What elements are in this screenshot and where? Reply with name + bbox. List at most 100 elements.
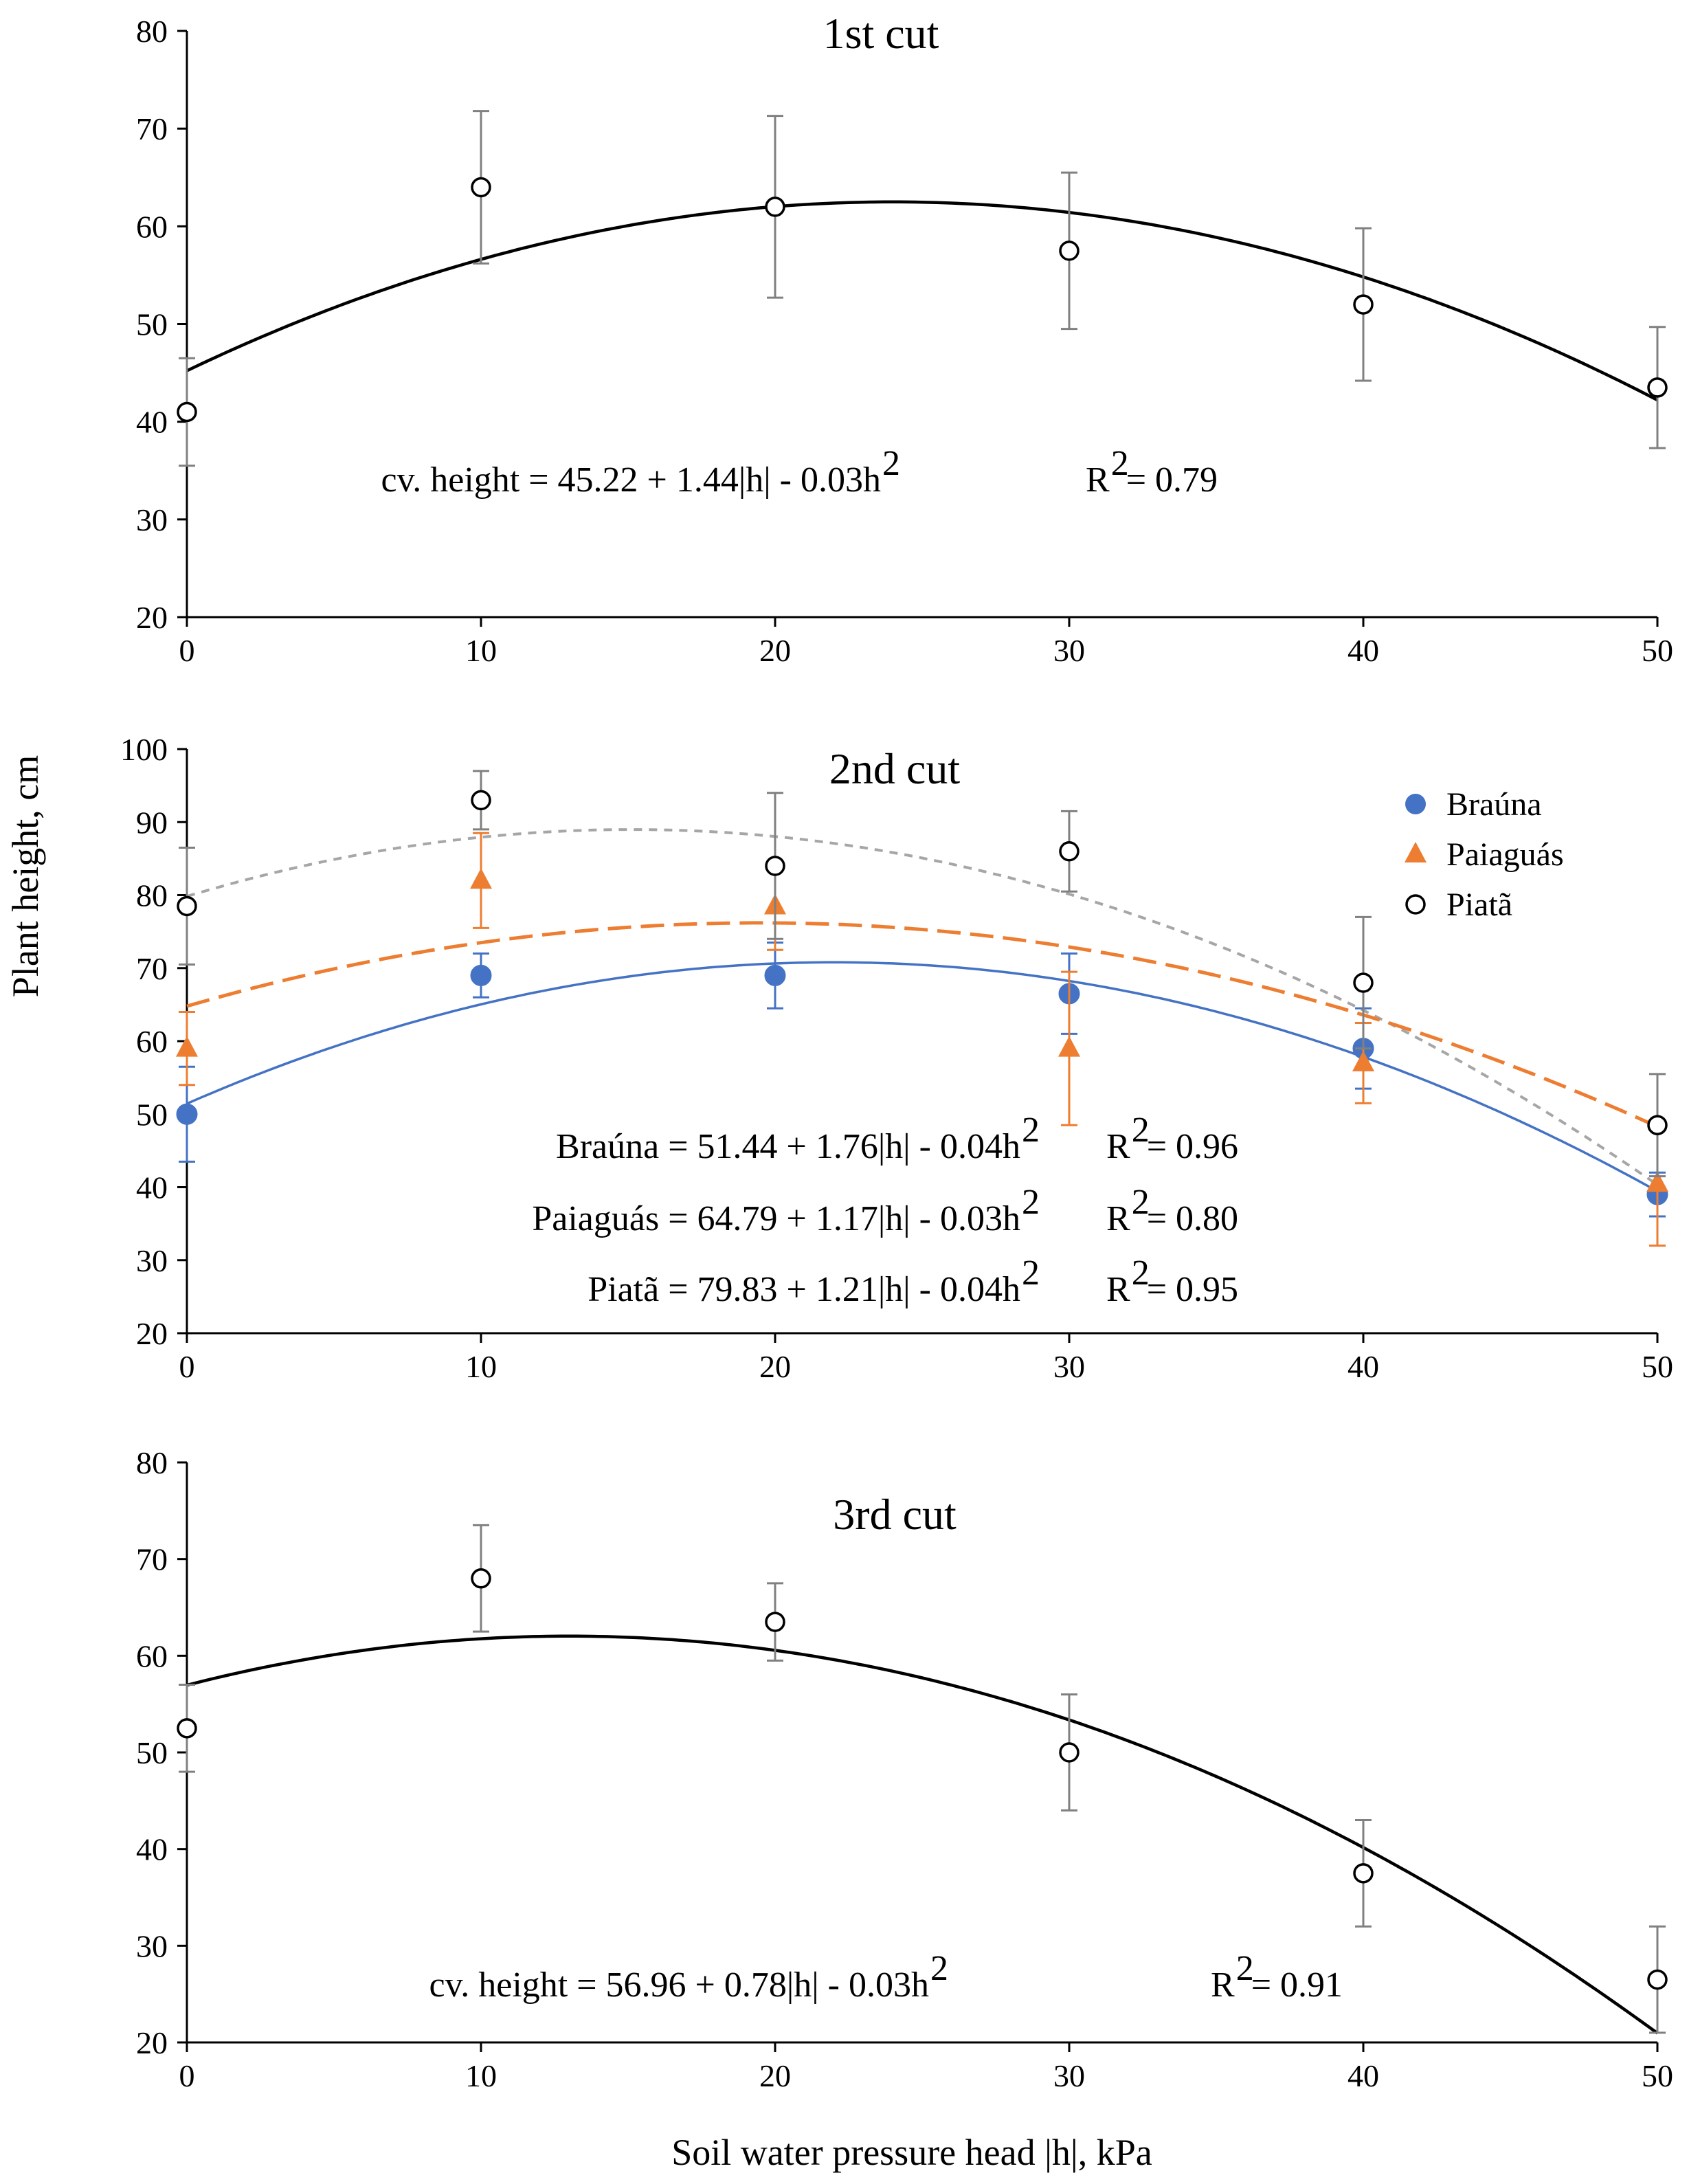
r-squared-value: = 0.91 bbox=[1251, 1965, 1343, 2005]
point-piat bbox=[1059, 841, 1080, 862]
point-piat bbox=[1353, 294, 1374, 315]
point-piat bbox=[1647, 1969, 1668, 1990]
legend-label: Braúna bbox=[1446, 786, 1542, 823]
r-squared-value: = 0.80 bbox=[1147, 1199, 1238, 1238]
x-axis-label: Soil water pressure head |h|, kPa bbox=[671, 2132, 1152, 2173]
point-paiagus bbox=[176, 1036, 198, 1057]
equation-exponent: 2 bbox=[1022, 1183, 1040, 1222]
legend-marker-piat bbox=[1405, 894, 1426, 915]
y-tick-label: 60 bbox=[136, 1024, 168, 1059]
r-squared-exponent: 2 bbox=[1236, 1949, 1254, 1988]
y-axis-label: Plant height, cm bbox=[5, 755, 46, 997]
y-tick-label: 30 bbox=[136, 502, 168, 537]
regression-equation: cv. height = 56.96 + 0.78|h| - 0.03h bbox=[429, 1965, 929, 2005]
x-tick-label: 0 bbox=[179, 1349, 195, 1384]
fit-curve-cv bbox=[186, 1634, 1659, 2035]
y-tick-label: 50 bbox=[136, 307, 168, 342]
panel-2: 20 30 40 50 60 70 80 90 100 0 10 20 30 40 50 2nd cut Bra… bbox=[120, 732, 1673, 1384]
point-piat bbox=[177, 1718, 197, 1739]
y-tick-label: 40 bbox=[136, 1170, 168, 1205]
y-tick-label: 50 bbox=[136, 1735, 168, 1770]
x-tick-label: 30 bbox=[1053, 2058, 1085, 2093]
y-tick-label: 60 bbox=[136, 1638, 168, 1673]
x-tick-label: 50 bbox=[1642, 2058, 1673, 2093]
y-tick-label: 70 bbox=[136, 111, 168, 146]
y-tick-label: 20 bbox=[136, 600, 168, 635]
r-squared: R bbox=[1211, 1965, 1235, 2005]
point-piat bbox=[177, 895, 197, 917]
y-tick-label: 80 bbox=[136, 14, 168, 49]
y-tick-label: 80 bbox=[136, 1445, 168, 1480]
y-tick-label: 40 bbox=[136, 1832, 168, 1867]
x-tick-label: 0 bbox=[179, 2058, 195, 2093]
x-tick-label: 40 bbox=[1347, 633, 1379, 668]
point-piat bbox=[1059, 241, 1080, 261]
fit-curve-piat bbox=[186, 828, 1659, 1186]
point-piat bbox=[471, 1568, 491, 1589]
point-piat bbox=[765, 197, 785, 217]
x-tick-label: 20 bbox=[759, 633, 791, 668]
r-squared: R bbox=[1106, 1270, 1130, 1309]
point-brana bbox=[470, 964, 492, 986]
y-tick-label: 50 bbox=[136, 1097, 168, 1132]
point-piat bbox=[765, 856, 785, 876]
legend: Braúna Paiaguás Piatã bbox=[1405, 786, 1564, 923]
legend-marker-brana bbox=[1405, 794, 1426, 814]
regression-equation: Paiaguás = 64.79 + 1.17|h| - 0.03h bbox=[532, 1199, 1020, 1238]
y-tick-label: 40 bbox=[136, 405, 168, 440]
point-piat bbox=[1353, 1863, 1374, 1884]
panel-title: 1st cut bbox=[823, 9, 939, 58]
x-tick-label: 50 bbox=[1642, 1349, 1673, 1384]
x-tick-label: 10 bbox=[465, 1349, 497, 1384]
y-tick-label: 30 bbox=[136, 1243, 168, 1278]
x-tick-label: 20 bbox=[759, 2058, 791, 2093]
equation-exponent: 2 bbox=[882, 444, 900, 483]
y-tick-label: 30 bbox=[136, 1928, 168, 1963]
y-tick-label: 90 bbox=[136, 805, 168, 840]
fit-curve-cv bbox=[186, 200, 1659, 402]
r-squared: R bbox=[1106, 1199, 1130, 1238]
x-tick-label: 20 bbox=[759, 1349, 791, 1384]
r-squared-value: = 0.79 bbox=[1126, 460, 1218, 500]
x-tick-label: 40 bbox=[1347, 1349, 1379, 1384]
r-squared-exponent: 2 bbox=[1132, 1253, 1150, 1293]
x-tick-label: 30 bbox=[1053, 633, 1085, 668]
y-tick-label: 100 bbox=[120, 732, 168, 767]
y-tick-label: 60 bbox=[136, 209, 168, 244]
point-brana bbox=[764, 964, 786, 986]
x-tick-label: 0 bbox=[179, 633, 195, 668]
r-squared: R bbox=[1086, 460, 1110, 500]
panel-1: 20 30 40 50 60 70 80 0 10 20 30 40 50 1st cut cv. heig… bbox=[136, 9, 1673, 668]
r-squared-exponent: 2 bbox=[1132, 1111, 1150, 1150]
point-paiagus bbox=[1058, 1036, 1080, 1057]
regression-equation: Piatã = 79.83 + 1.21|h| - 0.04h bbox=[588, 1270, 1020, 1309]
x-tick-label: 10 bbox=[465, 2058, 497, 2093]
point-piat bbox=[1647, 377, 1668, 398]
point-piat bbox=[177, 401, 197, 423]
point-piat bbox=[471, 790, 491, 811]
point-piat bbox=[1353, 972, 1374, 993]
x-tick-label: 30 bbox=[1053, 1349, 1085, 1384]
r-squared-value: = 0.95 bbox=[1147, 1270, 1238, 1309]
r-squared: R bbox=[1106, 1127, 1130, 1166]
y-tick-label: 20 bbox=[136, 1316, 168, 1351]
equation-exponent: 2 bbox=[930, 1949, 948, 1988]
point-paiagus bbox=[1646, 1171, 1668, 1192]
y-tick-label: 20 bbox=[136, 2025, 168, 2060]
legend-marker-paiagus bbox=[1405, 842, 1427, 862]
panel-title: 3rd cut bbox=[833, 1490, 957, 1539]
r-squared-exponent: 2 bbox=[1111, 444, 1129, 483]
r-squared-value: = 0.96 bbox=[1147, 1127, 1238, 1166]
panel-title: 2nd cut bbox=[829, 744, 960, 793]
point-brana bbox=[176, 1103, 198, 1125]
point-paiagus bbox=[1352, 1050, 1374, 1071]
panel-3: 20 30 40 50 60 70 80 0 10 20 30 40 50 3rd cut cv. heig… bbox=[136, 1445, 1673, 2093]
legend-label: Paiaguás bbox=[1446, 836, 1564, 873]
regression-equation: Braúna = 51.44 + 1.76|h| - 0.04h bbox=[556, 1127, 1020, 1166]
y-tick-label: 70 bbox=[136, 1542, 168, 1577]
point-piat bbox=[471, 177, 491, 198]
r-squared-exponent: 2 bbox=[1132, 1183, 1150, 1222]
point-piat bbox=[1647, 1115, 1668, 1135]
